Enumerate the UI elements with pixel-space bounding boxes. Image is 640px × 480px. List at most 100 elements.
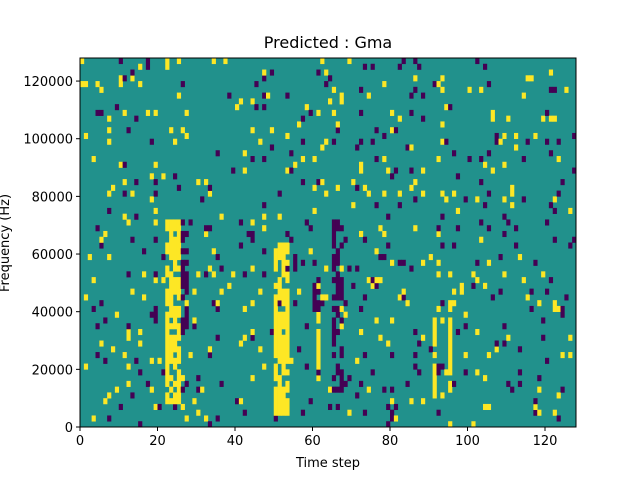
heatmap-cell-low	[409, 265, 414, 272]
heatmap-cell-low	[196, 386, 201, 393]
heatmap-cell-low	[347, 265, 352, 272]
heatmap-cell-high	[176, 346, 182, 364]
heatmap-cell-high	[273, 386, 278, 416]
heatmap-cell-high	[238, 398, 244, 405]
heatmap-cell-high	[138, 328, 143, 336]
heatmap-cell-high	[490, 167, 495, 174]
y-tick-label: 80000	[32, 190, 73, 205]
heatmap-cell-low	[184, 271, 189, 295]
heatmap-cell-high	[173, 357, 178, 370]
heatmap-cell-high	[99, 340, 104, 347]
heatmap-cell-high	[165, 392, 170, 405]
heatmap-cell-low	[328, 403, 333, 411]
heatmap-cell-low	[479, 156, 484, 163]
heatmap-cell-low	[541, 317, 546, 324]
heatmap-cell-high	[285, 242, 290, 255]
heatmap-cell-low	[405, 380, 410, 387]
heatmap-cell-low	[312, 282, 317, 312]
heatmap-cell-low	[277, 190, 282, 197]
heatmap-cell-low	[180, 317, 185, 336]
heatmap-cell-high	[331, 109, 337, 116]
heatmap-cell-high	[176, 58, 182, 65]
heatmap-cell-high	[483, 375, 488, 382]
heatmap-cell-low	[153, 190, 158, 197]
heatmap-cell-high	[312, 207, 317, 214]
heatmap-cell-low	[200, 196, 205, 203]
heatmap-cell-low	[180, 259, 185, 289]
heatmap-cell-high	[289, 357, 294, 364]
heatmap-cell-low	[300, 138, 306, 145]
heatmap-cell-low	[355, 392, 360, 399]
heatmap-cell-low	[417, 340, 422, 347]
heatmap-cell-high	[537, 409, 542, 416]
heatmap-cell-low	[494, 132, 499, 145]
heatmap-cell-high	[331, 86, 337, 93]
heatmap-cell-low	[386, 242, 391, 249]
heatmap-cell-high	[421, 334, 426, 341]
heatmap-cell-low	[506, 380, 511, 387]
heatmap-cell-high	[548, 115, 554, 122]
heatmap-cell-high	[130, 75, 135, 82]
heatmap-cell-high	[281, 288, 286, 307]
heatmap-cell-low	[242, 271, 247, 278]
heatmap-cell-high	[153, 277, 158, 284]
heatmap-cell-high	[475, 196, 480, 203]
heatmap-cell-low	[452, 242, 457, 249]
heatmap-cell-low	[227, 92, 232, 99]
heatmap-cell-high	[153, 207, 158, 214]
heatmap-cell-high	[312, 184, 317, 191]
heatmap-cell-high	[176, 369, 182, 405]
heatmap-cell-low	[126, 271, 131, 278]
heatmap-cell-low	[250, 230, 255, 243]
heatmap-cell-low	[533, 259, 538, 266]
heatmap-cell-high	[506, 115, 511, 122]
heatmap-cell-high	[188, 352, 193, 359]
heatmap-cell-high	[390, 109, 395, 116]
heatmap-cell-high	[502, 161, 507, 168]
heatmap-cell-high	[273, 294, 278, 359]
heatmap-cell-low	[285, 92, 290, 99]
heatmap-cell-high	[277, 311, 282, 364]
heatmap-cell-low	[564, 294, 569, 301]
heatmap-cell-high	[382, 230, 387, 238]
heatmap-cell-low	[312, 259, 317, 266]
heatmap-cell-high	[552, 409, 557, 416]
heatmap-cell-low	[510, 386, 515, 393]
heatmap-cell-high	[436, 81, 441, 88]
heatmap-cell-low	[118, 58, 123, 65]
heatmap-cell-low	[107, 207, 112, 214]
heatmap-cell-high	[165, 265, 170, 278]
heatmap-cell-low	[335, 271, 340, 301]
heatmap-cell-low	[572, 236, 577, 243]
heatmap-cell-high	[269, 127, 275, 134]
heatmap-cell-low	[262, 156, 267, 163]
heatmap-cell-low	[397, 202, 402, 209]
heatmap-cell-high	[149, 386, 154, 393]
heatmap-cell-low	[401, 259, 406, 266]
heatmap-cell-low	[153, 305, 158, 324]
heatmap-cell-high	[192, 317, 197, 324]
heatmap-cell-low	[514, 242, 519, 249]
heatmap-cell-low	[277, 300, 282, 307]
heatmap-cell-high	[568, 352, 573, 359]
heatmap-cell-high	[138, 81, 143, 88]
heatmap-cell-low	[552, 236, 557, 243]
heatmap-cell-high	[463, 311, 468, 318]
heatmap-cell-high	[87, 254, 92, 261]
heatmap-cell-high	[169, 375, 174, 382]
heatmap-cell-high	[351, 202, 356, 209]
heatmap-cell-high	[533, 132, 538, 140]
heatmap-cell-high	[196, 179, 201, 186]
heatmap-cell-high	[153, 219, 158, 226]
x-tick-label: 40	[227, 434, 244, 449]
heatmap-cell-high	[339, 305, 344, 312]
heatmap-cell-low	[517, 380, 523, 387]
heatmap-cell-low	[207, 421, 213, 428]
x-tick-label: 20	[149, 434, 166, 449]
heatmap-cell-low	[506, 219, 511, 226]
heatmap-cell-low	[347, 375, 352, 382]
heatmap-cell-low	[335, 219, 340, 232]
heatmap-cell-high	[405, 300, 410, 307]
heatmap-cell-high	[390, 398, 395, 405]
heatmap-cell-low	[452, 380, 457, 387]
